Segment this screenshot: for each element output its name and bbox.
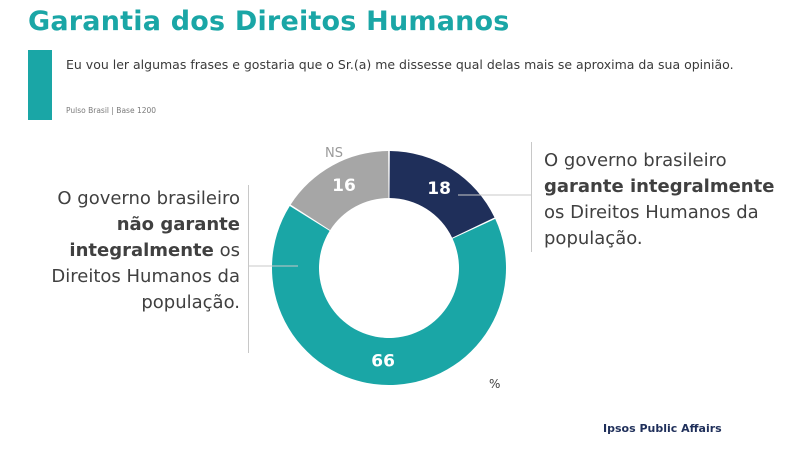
slice-ns bbox=[290, 151, 389, 231]
unit-label: % bbox=[489, 377, 501, 391]
legend-garante-text-2: os Direitos Humanos da população. bbox=[544, 202, 759, 249]
legend-nao-garante-text-1: O governo brasileiro bbox=[57, 188, 240, 209]
legend-nao-garante-text-2: os Direitos Humanos da população. bbox=[51, 240, 240, 313]
brand-footer: Ipsos Public Affairs bbox=[603, 422, 722, 435]
left-divider bbox=[248, 185, 249, 353]
accent-bar bbox=[28, 50, 52, 120]
donut-value-labels: 18 66 16 bbox=[332, 176, 451, 371]
question-text: Eu vou ler algumas frases e gostaria que… bbox=[66, 57, 734, 72]
right-divider bbox=[531, 142, 532, 252]
slice-garante bbox=[389, 151, 495, 238]
legend-garante-text-1: O governo brasileiro bbox=[544, 150, 727, 171]
ns-label: NS bbox=[325, 146, 343, 161]
legend-garante-bold: garante integralmente bbox=[544, 176, 775, 197]
value-label-nao-garante: 66 bbox=[371, 351, 395, 371]
value-label-garante: 18 bbox=[427, 179, 451, 199]
legend-garante: O governo brasileiro garante integralmen… bbox=[544, 148, 784, 252]
source-note: Pulso Brasil | Base 1200 bbox=[66, 106, 157, 115]
donut-slices bbox=[272, 151, 506, 386]
legend-nao-garante-bold: não garante integralmente bbox=[69, 214, 240, 261]
page-title: Garantia dos Direitos Humanos bbox=[28, 6, 510, 37]
value-label-ns: 16 bbox=[332, 176, 356, 196]
legend-nao-garante: O governo brasileiro não garante integra… bbox=[40, 186, 240, 316]
slice-nao-garante bbox=[272, 205, 506, 386]
